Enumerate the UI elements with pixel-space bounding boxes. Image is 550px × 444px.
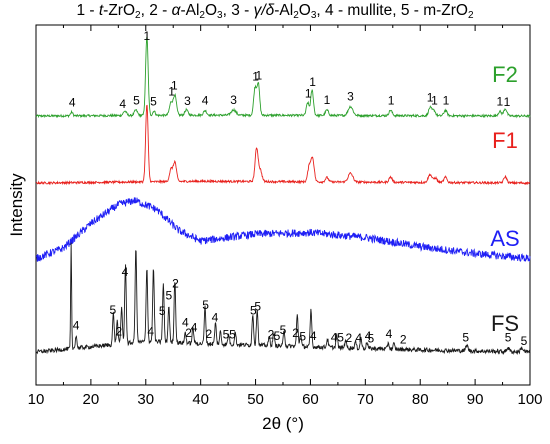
peak-label: 2 <box>206 327 213 341</box>
peak-label: 3 <box>347 90 354 104</box>
x-tick-label: 10 <box>28 391 45 408</box>
peak-label: 5 <box>223 327 230 341</box>
peak-label: 4 <box>119 97 126 111</box>
peak-label: 2 <box>400 332 407 346</box>
peak-label: 2 <box>268 328 275 342</box>
peak-label: 1 <box>144 29 151 43</box>
series-line-as <box>35 197 531 263</box>
legend-fs: FS <box>491 311 519 336</box>
peak-label: 1 <box>496 94 503 108</box>
peak-label: 5 <box>159 304 166 318</box>
legend-f1: F1 <box>492 128 518 153</box>
peak-label: 4 <box>147 325 154 339</box>
peak-label: 5 <box>274 329 281 343</box>
peak-label: 5 <box>229 327 236 341</box>
peak-label: 4 <box>212 311 219 325</box>
peak-label: 5 <box>165 289 172 303</box>
peak-label: 2 <box>116 325 123 339</box>
peak-label: 5 <box>110 303 117 317</box>
peak-label: 4 <box>386 327 393 341</box>
peak-label: 1 <box>443 94 450 108</box>
peak-label: 4 <box>73 319 80 333</box>
series-line-f1 <box>35 104 531 186</box>
peak-label: 5 <box>254 300 261 314</box>
peak-label: 1 <box>324 93 331 107</box>
peak-label: 4 <box>202 94 209 108</box>
x-tick-label: 60 <box>302 391 319 408</box>
peak-label: 1 <box>171 78 178 92</box>
legend-as: AS <box>490 226 519 251</box>
y-axis-label: Intensity <box>7 173 26 237</box>
peak-label: 5 <box>299 329 306 343</box>
x-tick-label: 30 <box>137 391 154 408</box>
peak-label: 3 <box>184 94 191 108</box>
peak-label: 2 <box>172 277 179 291</box>
peak-label: 1 <box>388 94 395 108</box>
peak-label: 5 <box>521 334 528 348</box>
peak-label: 5 <box>367 331 374 345</box>
peak-label: 1 <box>431 94 438 108</box>
series-line-f2 <box>35 36 531 119</box>
x-tick-label: 90 <box>467 391 484 408</box>
x-axis-label: 2θ (°) <box>262 414 304 433</box>
x-tick-label: 80 <box>412 391 429 408</box>
peak-label: 1 <box>504 95 511 109</box>
peak-label: 1 <box>256 69 263 83</box>
peak-label: 2 <box>292 326 299 340</box>
x-tick-label: 40 <box>192 391 209 408</box>
x-tick-label: 50 <box>247 391 264 408</box>
peak-label: 2 <box>185 326 192 340</box>
peak-label: 1 <box>168 84 175 98</box>
legend-f2: F2 <box>492 62 518 87</box>
peak-label: 1 <box>252 69 259 83</box>
peak-label: 4 <box>122 265 129 279</box>
peak-label: 5 <box>280 323 287 337</box>
peak-label: 4 <box>355 331 362 345</box>
peak-label: 5 <box>337 331 344 345</box>
x-tick-label: 20 <box>83 391 100 408</box>
peak-label: 4 <box>365 329 372 343</box>
chart-title: 1 - t-ZrO2, 2 - α-Al2O3, 3 - γ/δ-Al2O3, … <box>76 2 474 21</box>
peak-label: 5 <box>462 330 469 344</box>
peak-label: 1 <box>309 75 316 89</box>
peak-label: 4 <box>310 329 317 343</box>
peak-label: 1 <box>305 86 312 100</box>
peak-label: 5 <box>150 94 157 108</box>
peak-label: 5 <box>250 304 257 318</box>
peak-label: 4 <box>69 96 76 110</box>
series-line-fs <box>35 242 531 356</box>
peak-label: 5 <box>133 93 140 107</box>
peak-label: 2 <box>346 331 353 345</box>
peak-label: 4 <box>331 330 338 344</box>
x-tick-label: 70 <box>357 391 374 408</box>
peak-label: 5 <box>202 298 209 312</box>
peak-label: 3 <box>230 93 237 107</box>
peak-label: 4 <box>191 321 198 335</box>
peak-label: 4 <box>182 316 189 330</box>
peak-label: 5 <box>505 330 512 344</box>
x-tick-label: 100 <box>517 391 542 408</box>
peak-label: 1 <box>427 90 434 104</box>
